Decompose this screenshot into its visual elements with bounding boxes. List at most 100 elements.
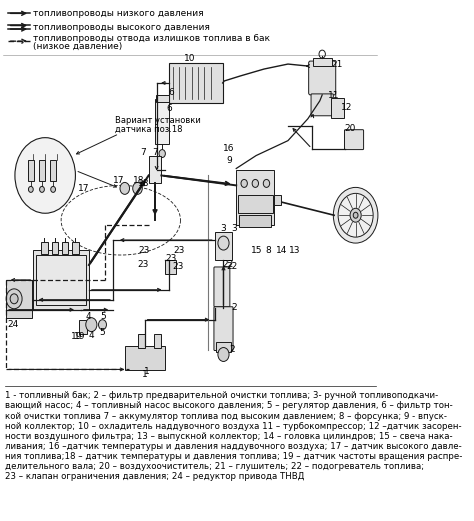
Text: 22: 22 [227,263,238,271]
Circle shape [40,187,45,192]
Circle shape [120,182,129,194]
Circle shape [353,212,358,218]
Text: 1: 1 [142,370,147,379]
Text: ности воздушного фильтра; 13 – выпускной коллектор; 14 – головка цилиндров; 15 –: ности воздушного фильтра; 13 – выпускной… [5,432,453,441]
Text: 14: 14 [276,245,287,255]
Text: 1: 1 [144,367,150,376]
Text: кой очистки топлива 7 – аккумулятор топлива под высоким давлением; 8 – форсунка;: кой очистки топлива 7 – аккумулятор топл… [5,412,447,420]
Text: 6: 6 [166,104,172,113]
Text: ливания; 16 –датчик температуры и давления наддувочного воздуха; 17 – датчик выс: ливания; 16 –датчик температуры и давлен… [5,442,462,451]
Text: 11: 11 [328,91,340,101]
Text: ния топлива;18 – датчик температуры и давления топлива; 19 – датчик частоты вращ: ния топлива;18 – датчик температуры и да… [5,452,463,461]
Bar [215,232,232,260]
Bar [80,320,87,333]
Text: 8: 8 [265,245,271,255]
Text: 9: 9 [226,156,232,165]
Circle shape [51,187,55,192]
Text: ной коллектор; 10 – охладитель наддувочного воздуха 11 – турбокомпрессор; 12 –да: ной коллектор; 10 – охладитель наддувочн… [5,421,462,431]
Text: 19: 19 [73,332,85,341]
Text: 23: 23 [138,245,150,255]
Bar [156,95,169,102]
Text: 7: 7 [140,148,146,157]
Text: 1 - топливный бак; 2 – фильтр предварительной очистки топлива; 3- ручной топливо: 1 - топливный бак; 2 – фильтр предварите… [5,391,438,400]
Text: 24: 24 [8,320,19,329]
Bar [41,242,47,254]
Text: 10: 10 [183,54,195,63]
Text: 22: 22 [223,260,234,269]
Bar [36,255,86,305]
Text: (низкое давление): (низкое давление) [33,42,122,51]
Bar [6,280,32,318]
Text: 23: 23 [165,254,177,263]
Text: 15: 15 [251,245,263,255]
Bar [138,333,145,348]
Text: 23 – клапан ограничения давления; 24 – редуктор привода ТНВД: 23 – клапан ограничения давления; 24 – р… [5,473,305,481]
Text: Вариант установки: Вариант установки [115,116,201,125]
Text: 18: 18 [138,179,150,188]
Bar [216,342,231,352]
Bar [27,159,34,181]
Text: 4: 4 [89,331,94,340]
Bar [50,159,56,181]
Text: 2: 2 [232,303,237,312]
Bar [52,242,58,254]
Text: 7: 7 [152,148,158,157]
Bar [62,242,68,254]
Circle shape [218,348,229,362]
Bar [239,215,271,227]
Text: топливопроводы отвода излишков топлива в бак: топливопроводы отвода излишков топлива в… [33,34,270,43]
Circle shape [241,179,247,188]
Bar [238,195,273,213]
Bar [39,159,45,181]
Bar [169,63,223,103]
FancyBboxPatch shape [345,130,364,150]
Bar [72,242,79,254]
Bar [164,260,176,274]
Circle shape [6,289,22,309]
FancyBboxPatch shape [214,267,230,307]
Bar [154,333,161,348]
Text: датчика поз.18: датчика поз.18 [115,125,182,134]
FancyBboxPatch shape [311,94,333,116]
Text: топливопроводы высокого давления: топливопроводы высокого давления [33,23,210,32]
Circle shape [263,179,270,188]
Text: вающий насос; 4 – топливный насос высокого давления; 5 – регулятор давления, 6 –: вающий насос; 4 – топливный насос высоко… [5,402,453,411]
Bar [274,195,281,205]
Text: 4: 4 [85,312,91,321]
Text: 16: 16 [223,144,235,153]
Text: 20: 20 [345,124,356,133]
Circle shape [218,236,229,250]
Circle shape [99,320,107,330]
Circle shape [28,187,33,192]
Circle shape [333,188,378,243]
Circle shape [338,193,373,237]
FancyBboxPatch shape [214,307,233,351]
Text: делительного вала; 20 – воздухоочиститель; 21 – глушитель; 22 – подогреватель то: делительного вала; 20 – воздухоочистител… [5,462,425,472]
Bar [149,156,161,183]
Text: 6: 6 [168,89,174,97]
Text: 23: 23 [173,263,184,271]
Text: 21: 21 [332,59,343,69]
Text: 5: 5 [100,312,106,321]
Circle shape [159,150,165,157]
Text: 17: 17 [113,176,125,185]
Text: 17: 17 [78,184,89,193]
Text: 5: 5 [100,328,105,337]
FancyBboxPatch shape [309,61,336,95]
Text: 23: 23 [137,260,149,269]
Bar [125,345,164,370]
Text: 19: 19 [71,332,83,341]
Text: 3: 3 [220,224,227,233]
Bar [155,99,169,144]
Circle shape [133,182,142,194]
Text: 23: 23 [173,245,184,255]
Bar [236,170,274,225]
Text: 12: 12 [341,103,353,113]
Text: 18: 18 [133,176,145,185]
Bar [33,250,89,310]
Circle shape [86,318,97,332]
Circle shape [350,208,361,222]
Circle shape [10,294,18,304]
Bar [313,58,332,66]
Circle shape [15,138,75,213]
